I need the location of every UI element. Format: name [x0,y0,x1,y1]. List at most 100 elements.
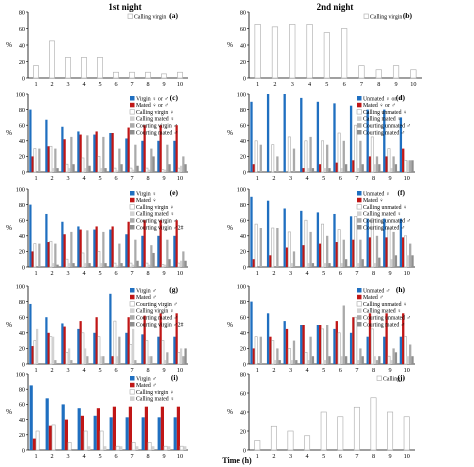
y-tick-label: 80 [19,387,25,394]
bar [333,103,336,172]
bar [342,140,345,172]
bar [287,348,291,365]
x-tick-label: 2 [272,270,275,277]
bar [157,417,161,450]
bar [333,213,336,267]
bar [72,164,75,172]
bar [56,168,59,172]
y-tick-label: 80 [19,9,25,16]
bar [375,235,379,267]
bar [129,344,133,365]
y-tick-label: 40 [240,409,246,416]
bar [81,332,85,365]
bar [116,356,119,364]
bar [399,336,403,364]
bar [406,356,410,364]
bar [259,336,262,364]
bar [180,348,183,364]
x-tick-label: 4 [82,453,85,460]
bar [128,406,132,450]
legend-entry: Courting virgin ♂2# [136,322,183,328]
x-tick-label: 7 [355,270,358,277]
x-tick-label: 7 [360,81,363,88]
bar [118,243,121,267]
bar [292,251,296,267]
bar [383,218,386,267]
bar [86,230,89,267]
bar [129,71,135,79]
bar [302,325,305,364]
x-tick-label: 7 [355,367,358,374]
legend-entry: Calling mated ♀ [136,117,174,123]
x-tick-label: 8 [146,81,149,88]
y-axis-label: % [227,408,233,416]
bar [68,168,71,172]
legend-entry: Mated ♂ [136,295,157,301]
bar [368,313,372,364]
bar [47,332,50,364]
y-axis-label: % [6,224,12,232]
bar [179,445,184,451]
legend-entry: Unmated ♀ [363,191,390,197]
x-tick-label: 10 [404,367,410,374]
bar [409,344,412,364]
bar [103,446,107,450]
legend-entry: Calling virgin ♀ [136,110,174,116]
bar [271,227,275,268]
x-tick-label: 7 [130,81,133,88]
bar [292,148,296,172]
bar [33,340,37,365]
panel-label: (e) [170,188,179,197]
bar [342,305,345,364]
bar [125,417,129,450]
x-tick-label: 6 [114,270,117,277]
bar [49,145,53,173]
bar [337,332,341,365]
bar [134,239,137,267]
x-tick-label: 5 [325,81,328,88]
legend-swatch [357,294,362,300]
bar [271,144,275,173]
bar [111,226,114,267]
bar [353,406,360,451]
legend-swatch [130,294,135,300]
y-tick-label: 80 [240,202,246,209]
bar [259,228,262,267]
bar [129,262,133,268]
legend-swatch [130,116,135,121]
x-tick-label: 10 [404,453,410,460]
bar [112,406,116,450]
legend-swatch [376,375,382,381]
bar [378,356,381,364]
x-tick-label: 9 [162,270,165,277]
legend-entry: Unmated ♀ or ♂ [363,96,402,102]
bar [145,262,149,268]
bar [287,136,291,173]
legend-swatch [130,382,135,388]
y-tick-label: 40 [19,138,25,145]
x-tick-label: 9 [162,453,165,460]
bar [150,356,153,364]
bar [79,134,82,172]
bar [352,239,355,267]
bar [173,140,176,172]
bar [328,263,331,267]
x-tick-label: 7 [130,453,133,460]
y-tick-label: 40 [240,330,246,337]
x-tick-label: 4 [306,175,309,182]
bar [135,446,139,450]
bar [358,65,365,79]
legend-swatch [357,102,362,108]
legend-entry: Courting mated ♂ [363,225,405,231]
bar [273,360,277,364]
bar [111,133,114,172]
bar [402,148,405,172]
bar [80,415,84,450]
bar [164,264,167,267]
bar [173,417,177,450]
x-tick-label: 5 [322,453,325,460]
bar [254,336,258,365]
bar [340,356,343,364]
x-tick-label: 3 [291,81,294,88]
